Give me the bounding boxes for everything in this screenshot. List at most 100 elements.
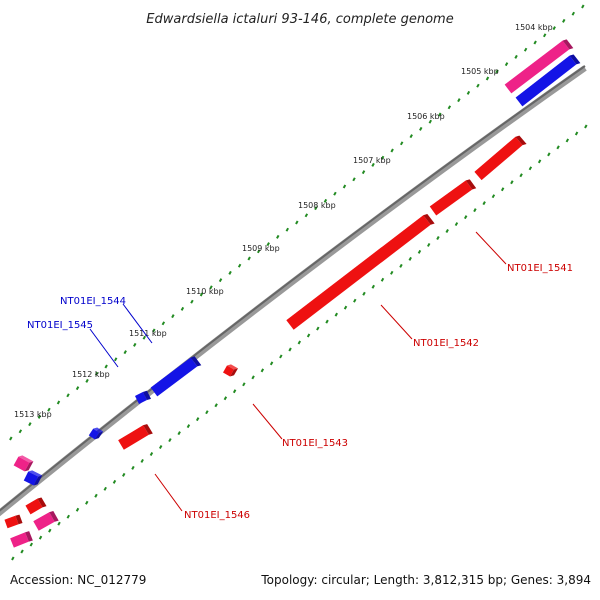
gene-block-nt01ei-1544[interactable]: [150, 356, 202, 397]
reverse-gene-block[interactable]: [4, 514, 23, 529]
outer-tick-mark: [533, 40, 537, 45]
inner-tick-mark: [565, 138, 570, 143]
inner-tick-mark: [11, 556, 15, 561]
tick-label-1504: 1504 kbp: [515, 23, 553, 32]
genome-summary-text: Topology: circular; Length: 3,812,315 bp…: [261, 573, 591, 587]
tick-labels: 1504 kbp 1505 kbp 1506 kbp 1507 kbp 1508…: [14, 23, 553, 419]
outer-tick-mark: [333, 191, 337, 196]
outer-tick-mark: [361, 170, 366, 175]
inner-tick-mark: [48, 528, 52, 533]
gene-block-nt01ei-1541[interactable]: [474, 135, 527, 181]
inner-tick-mark: [168, 438, 172, 443]
outer-tick-mark: [180, 306, 185, 311]
inner-tick-mark: [38, 535, 43, 540]
inner-tick-mark: [463, 215, 468, 220]
gene-block-nt01ei-1545[interactable]: [134, 390, 152, 405]
gene-block-nt01ei-1546[interactable]: [118, 424, 153, 450]
outer-tick-mark: [94, 371, 99, 376]
outer-tick-mark: [476, 83, 480, 88]
inner-tick-mark: [427, 242, 431, 247]
outer-tick-mark: [314, 206, 318, 211]
outer-tick-mark: [123, 350, 127, 355]
outer-tick-mark: [199, 292, 204, 297]
inner-tick-mark: [223, 396, 228, 401]
outer-tick-mark: [85, 378, 89, 383]
gene-label-nt01ei-1543[interactable]: NT01EI_1543: [282, 438, 348, 449]
inner-tick-mark: [103, 486, 107, 491]
outer-tick-mark: [276, 234, 280, 239]
outer-tick-mark: [457, 98, 461, 103]
genome-backbone: [0, 65, 587, 517]
inner-tick-mark: [371, 284, 375, 289]
inner-tick-mark: [232, 389, 237, 394]
inner-tick-mark: [195, 417, 200, 422]
reverse-gene-block[interactable]: [429, 179, 477, 216]
outer-tick-mark: [581, 4, 585, 9]
inner-tick-mark: [149, 452, 154, 456]
outer-tick-mark: [495, 69, 499, 74]
gene-block-nt01ei-1543[interactable]: [223, 364, 238, 377]
outer-tick-mark: [514, 54, 518, 59]
inner-tick-mark: [186, 424, 191, 429]
rna-gene-block[interactable]: [10, 531, 33, 548]
outer-tick-mark: [380, 155, 385, 160]
inner-tick-mark: [436, 236, 440, 240]
outer-tick-mark: [75, 386, 80, 391]
inner-tick-mark: [288, 347, 292, 352]
inner-tick-mark: [177, 431, 181, 436]
inner-tick-mark: [353, 298, 357, 303]
reverse-gene-block[interactable]: [25, 497, 47, 515]
inner-tick-mark: [500, 187, 505, 192]
gene-label-nt01ei-1546[interactable]: NT01EI_1546: [184, 510, 250, 521]
inner-tick-mark: [473, 208, 477, 213]
rna-gene-block[interactable]: [13, 455, 34, 472]
outer-tick-mark: [218, 278, 223, 283]
inner-tick-mark: [158, 445, 163, 449]
inner-tick-mark: [122, 472, 126, 477]
rna-gene-block[interactable]: [33, 511, 59, 531]
tick-label-1512: 1512 kbp: [72, 370, 110, 379]
inner-tick-mark: [445, 229, 449, 233]
outer-tick-mark: [428, 119, 432, 124]
outer-tick-mark: [190, 299, 194, 304]
inner-tick-mark: [279, 354, 283, 359]
outer-tick-mark: [304, 213, 309, 218]
inner-tick-mark: [57, 521, 61, 526]
outer-tick-mark: [171, 314, 175, 319]
outer-tick-mark: [447, 105, 452, 110]
inner-tick-mark: [251, 375, 255, 380]
gene-label-nt01ei-1545[interactable]: NT01EI_1545: [27, 320, 93, 331]
leader-lines: [89, 231, 507, 512]
inner-tick-mark: [399, 263, 403, 268]
outer-tick-mark: [56, 400, 61, 405]
gene-labels: NT01EI_1541 NT01EI_1542 NT01EI_1543 NT01…: [27, 263, 573, 521]
inner-tick-mark: [584, 124, 588, 129]
tick-label-1505: 1505 kbp: [461, 67, 499, 76]
outer-tick-mark: [228, 270, 232, 275]
outer-tick-mark: [523, 47, 528, 52]
inner-tick-mark: [242, 382, 246, 387]
gene-label-nt01ei-1541[interactable]: NT01EI_1541: [507, 263, 573, 274]
gene-block-nt01ei-1542[interactable]: [286, 214, 435, 330]
outer-tick-mark: [237, 263, 242, 268]
outer-tick-mark: [399, 141, 404, 146]
gene-label-nt01ei-1542[interactable]: NT01EI_1542: [413, 338, 479, 349]
outer-tick-mark: [438, 112, 442, 117]
inner-tick-mark: [325, 319, 329, 324]
rna-gene-block[interactable]: [504, 39, 574, 94]
inner-tick-mark: [306, 333, 311, 338]
forward-gene-block[interactable]: [515, 54, 581, 107]
inner-tick-mark: [85, 500, 89, 505]
outer-tick-mark: [295, 220, 299, 225]
outer-tick-mark: [485, 76, 490, 81]
inner-tick-mark: [334, 312, 338, 317]
inner-tick-mark: [482, 201, 486, 206]
forward-gene-block[interactable]: [23, 470, 43, 486]
gene-label-nt01ei-1544[interactable]: NT01EI_1544: [60, 296, 126, 307]
inner-tick-mark: [29, 542, 34, 547]
inner-tick-mark: [408, 256, 412, 261]
tick-label-1508: 1508 kbp: [298, 201, 336, 210]
inner-tick-mark: [94, 493, 98, 498]
forward-gene-block[interactable]: [88, 427, 104, 440]
outer-tick-mark: [409, 134, 413, 139]
